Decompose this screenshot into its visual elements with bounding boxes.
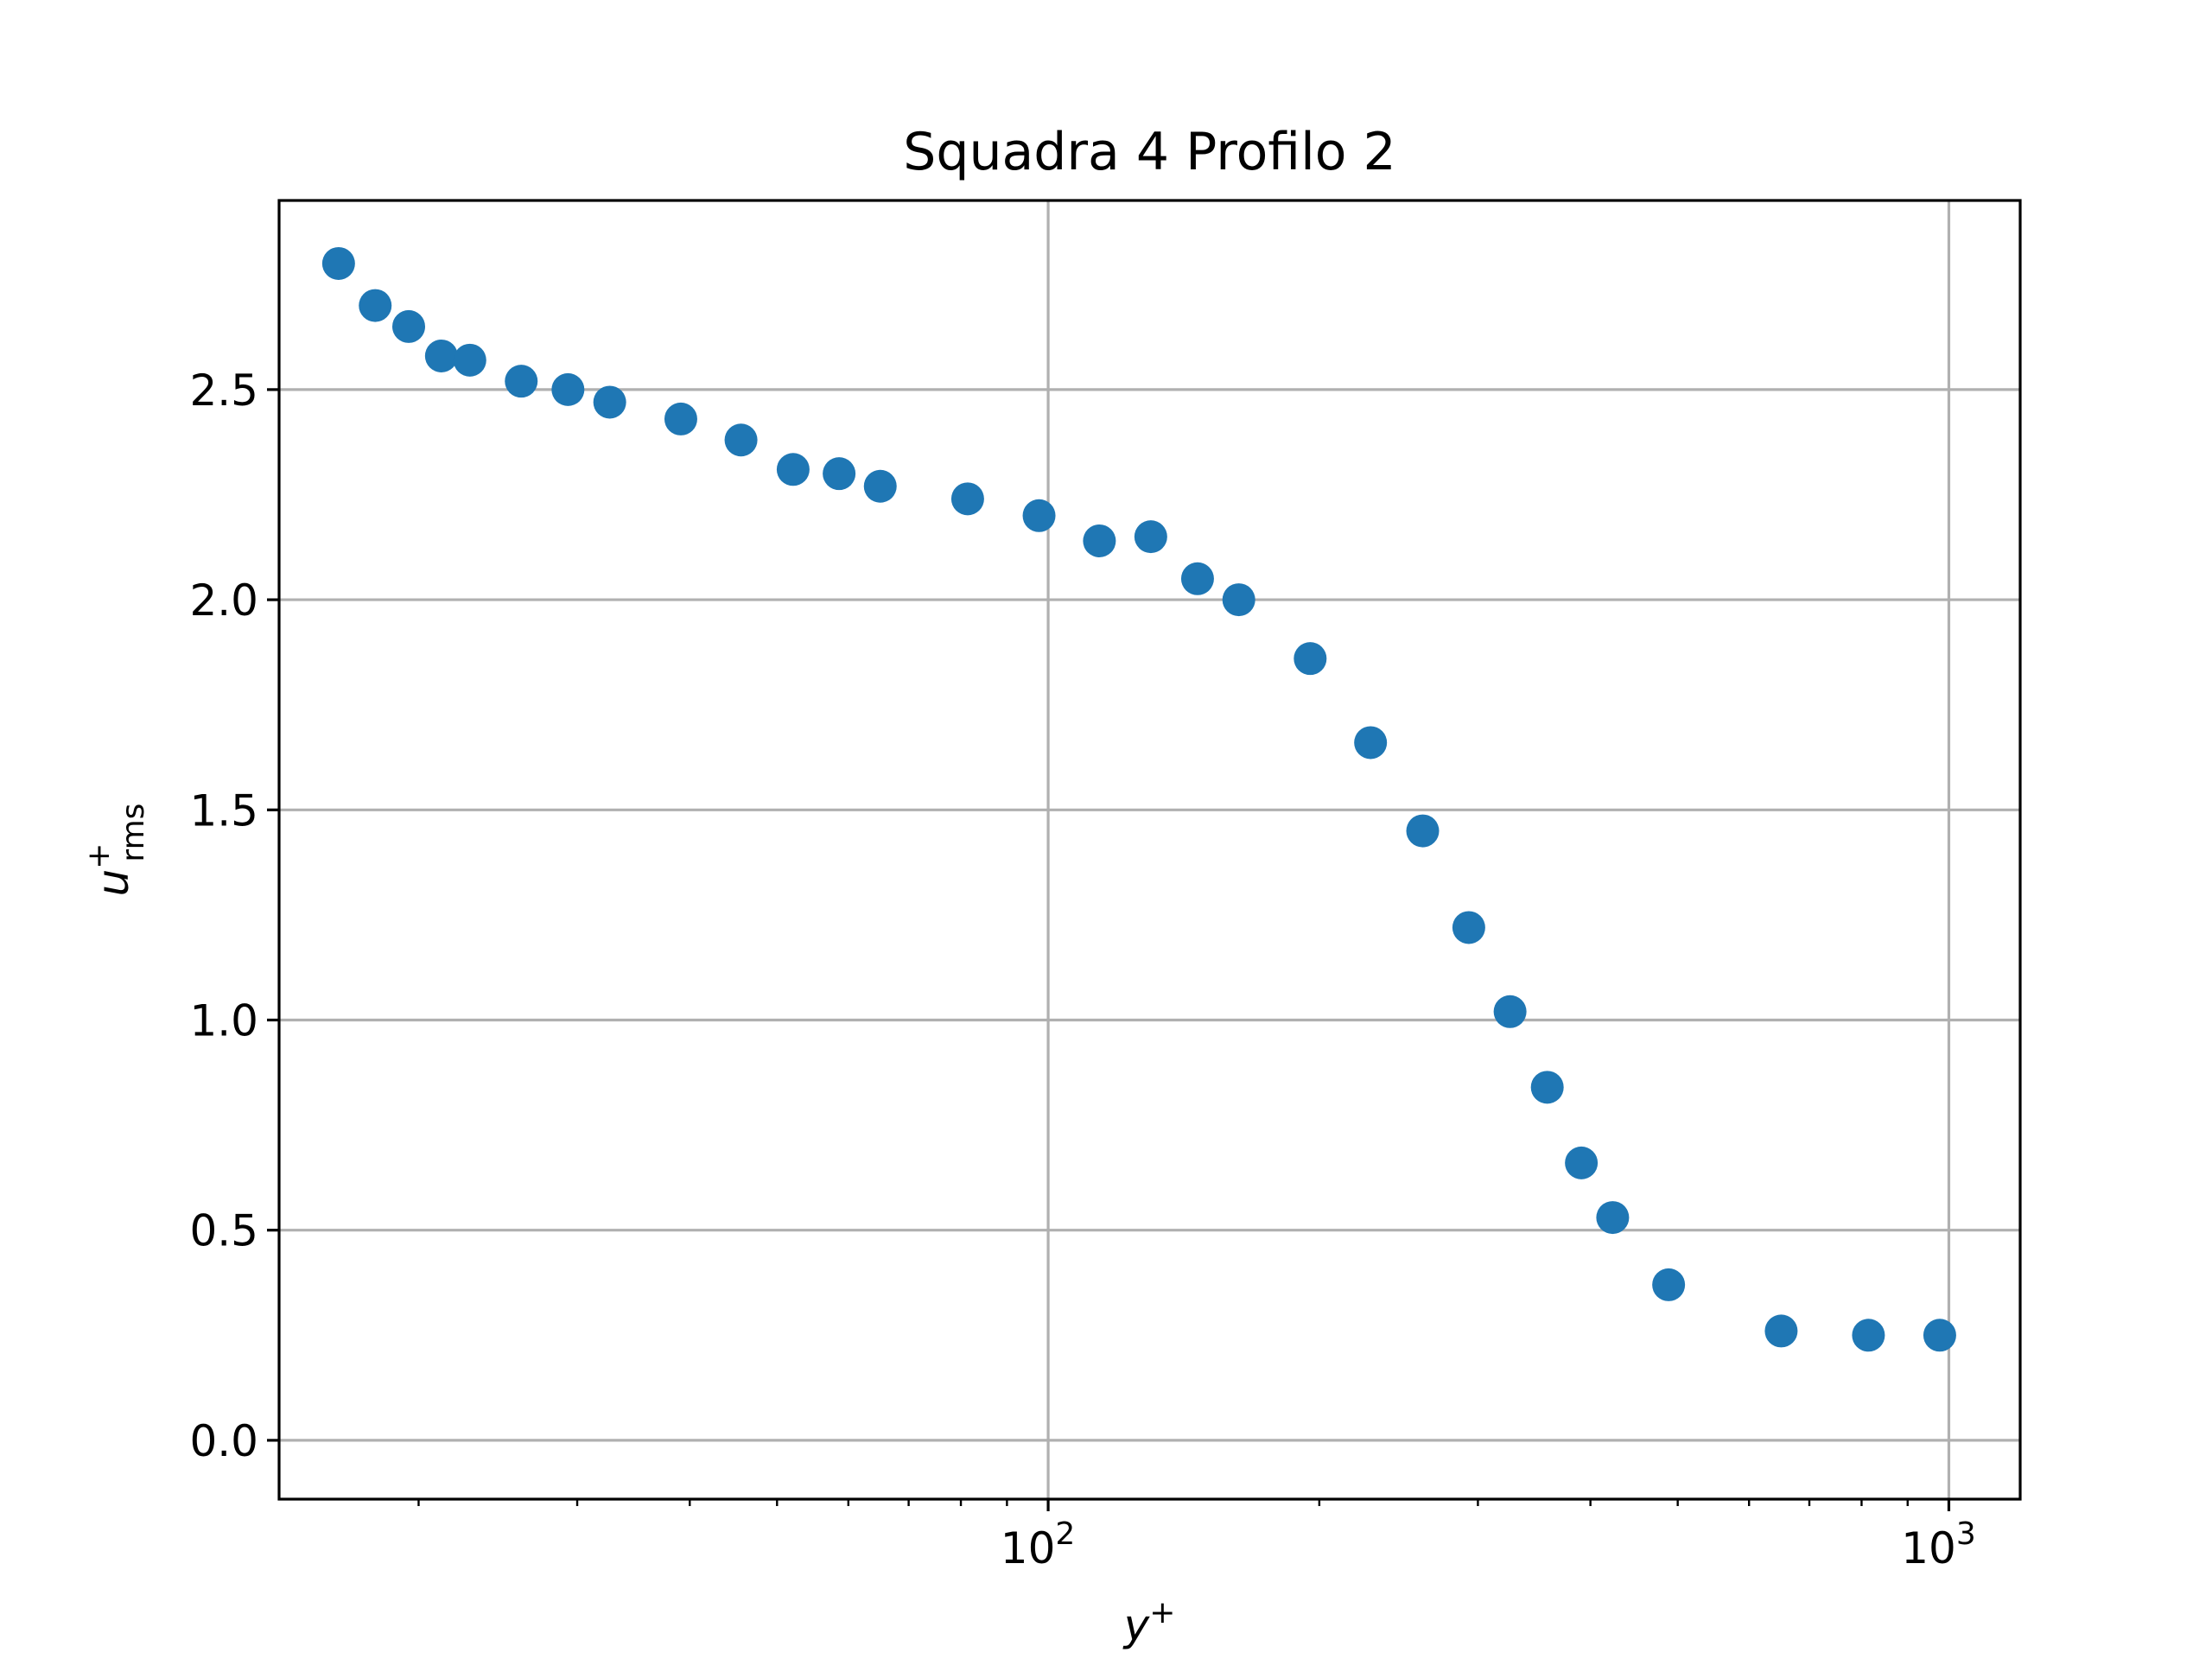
data-points bbox=[321, 246, 1956, 1352]
y-tick-label: 2.5 bbox=[189, 365, 258, 416]
data-point bbox=[1180, 562, 1214, 595]
x-tick-label: 102 bbox=[1001, 1516, 1076, 1573]
data-point bbox=[321, 246, 355, 280]
data-point bbox=[724, 423, 758, 457]
data-point bbox=[1764, 1314, 1798, 1348]
data-point bbox=[1493, 995, 1527, 1028]
data-point bbox=[1565, 1146, 1599, 1179]
data-point bbox=[1294, 642, 1327, 676]
data-point bbox=[863, 469, 897, 503]
chart-title: Squadra 4 Profilo 2 bbox=[903, 122, 1395, 182]
data-point bbox=[1452, 911, 1485, 944]
x-axis-label-base: y bbox=[1122, 1600, 1151, 1650]
data-point bbox=[1530, 1071, 1564, 1104]
y-tick-label: 1.0 bbox=[189, 995, 258, 1046]
y-tick-label: 0.0 bbox=[189, 1416, 258, 1466]
y-axis-label: u+rms bbox=[81, 804, 151, 897]
x-tick-label: 103 bbox=[1901, 1516, 1976, 1573]
data-point bbox=[1134, 520, 1167, 554]
data-point bbox=[1923, 1319, 1956, 1352]
y-tick-label: 0.5 bbox=[189, 1206, 258, 1256]
data-point bbox=[664, 402, 697, 435]
y-tick-label: 2.0 bbox=[189, 575, 258, 626]
data-point bbox=[823, 457, 856, 491]
data-point bbox=[1406, 814, 1440, 848]
data-point bbox=[1354, 726, 1388, 760]
data-point bbox=[1852, 1319, 1885, 1352]
data-point bbox=[453, 343, 486, 377]
data-point bbox=[1596, 1201, 1630, 1235]
y-axis-label-sup: + bbox=[81, 843, 117, 869]
data-point bbox=[505, 365, 538, 398]
y-axis-ticks: 0.0 0.5 1.0 1.5 2.0 2.5 bbox=[189, 365, 279, 1466]
data-point bbox=[359, 289, 392, 322]
data-point bbox=[424, 339, 458, 372]
y-tick-label: 1.5 bbox=[189, 785, 258, 836]
plot-frame bbox=[277, 199, 2022, 1501]
x-axis-label-sup: + bbox=[1149, 1595, 1175, 1630]
data-point bbox=[392, 309, 426, 343]
data-point bbox=[776, 453, 810, 486]
data-point bbox=[1083, 524, 1116, 557]
data-point bbox=[593, 385, 626, 419]
x-axis-label: y+ bbox=[1122, 1595, 1176, 1650]
x-axis-ticks: 102 103 bbox=[417, 1499, 1976, 1573]
y-axis-label-base: u bbox=[88, 869, 138, 897]
grid-lines bbox=[279, 200, 2020, 1499]
data-point bbox=[1022, 499, 1056, 532]
data-point bbox=[950, 482, 984, 516]
data-point bbox=[1652, 1268, 1686, 1301]
data-point bbox=[551, 372, 585, 406]
y-axis-label-sub: rms bbox=[116, 804, 151, 862]
data-point bbox=[1222, 583, 1255, 617]
